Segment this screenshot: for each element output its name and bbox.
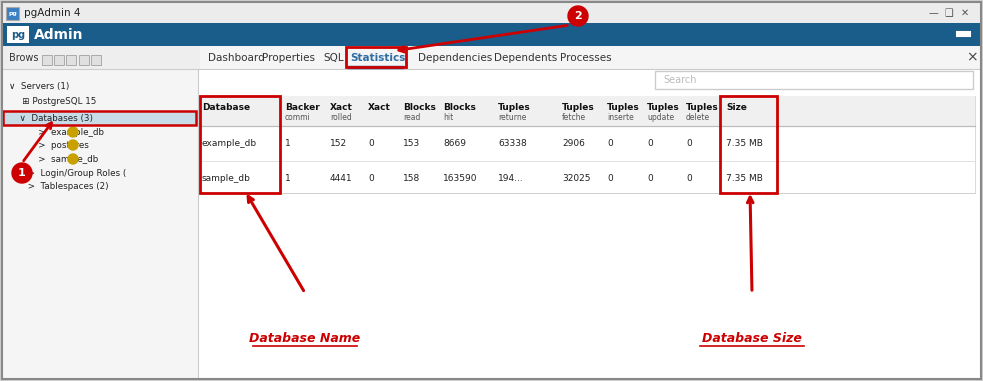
Text: Database: Database: [202, 102, 250, 112]
Text: ∨  Databases (3): ∨ Databases (3): [14, 114, 93, 123]
Text: ×: ×: [966, 51, 978, 64]
FancyBboxPatch shape: [2, 46, 981, 69]
Text: 1: 1: [285, 139, 291, 147]
Text: inserte: inserte: [607, 112, 634, 122]
FancyBboxPatch shape: [2, 46, 200, 69]
Text: Search: Search: [663, 75, 697, 85]
Text: 0: 0: [647, 173, 653, 182]
Circle shape: [68, 127, 78, 137]
Text: Brows: Brows: [9, 53, 38, 62]
FancyBboxPatch shape: [655, 71, 973, 89]
Text: 0: 0: [686, 173, 692, 182]
FancyBboxPatch shape: [2, 69, 198, 379]
Text: Dashboard: Dashboard: [208, 53, 264, 62]
Text: 0: 0: [607, 139, 612, 147]
Text: 7.35 MB: 7.35 MB: [726, 139, 763, 147]
Text: hit: hit: [443, 112, 453, 122]
Text: 158: 158: [403, 173, 421, 182]
Text: read: read: [403, 112, 421, 122]
Text: ✕: ✕: [961, 8, 969, 18]
FancyBboxPatch shape: [79, 55, 89, 65]
Text: 0: 0: [647, 139, 653, 147]
FancyBboxPatch shape: [91, 55, 101, 65]
Text: Blocks: Blocks: [443, 102, 476, 112]
Text: Statistics: Statistics: [350, 53, 405, 62]
Text: >  example_db: > example_db: [19, 128, 104, 136]
Text: Size: Size: [726, 102, 747, 112]
Text: 152: 152: [330, 139, 347, 147]
Text: delete: delete: [686, 112, 710, 122]
Text: 194...: 194...: [498, 173, 524, 182]
Text: 0: 0: [607, 173, 612, 182]
FancyBboxPatch shape: [54, 55, 64, 65]
Text: fetche: fetche: [562, 112, 586, 122]
Text: pg: pg: [8, 11, 17, 16]
Circle shape: [12, 163, 32, 183]
Text: 0: 0: [686, 139, 692, 147]
FancyBboxPatch shape: [2, 2, 981, 23]
FancyBboxPatch shape: [198, 69, 981, 379]
Text: —: —: [928, 8, 938, 18]
Text: >  postgres: > postgres: [19, 141, 88, 149]
Text: 63338: 63338: [498, 139, 527, 147]
Text: 2906: 2906: [562, 139, 585, 147]
Text: pgAdmin 4: pgAdmin 4: [24, 8, 81, 18]
Text: Dependents: Dependents: [494, 53, 557, 62]
Text: >  Login/Group Roles (: > Login/Group Roles (: [14, 168, 126, 178]
Text: Backer: Backer: [285, 102, 319, 112]
Text: Tuples: Tuples: [647, 102, 680, 112]
Text: rolled: rolled: [330, 112, 352, 122]
Text: update: update: [647, 112, 674, 122]
Text: Dependencies: Dependencies: [418, 53, 492, 62]
FancyBboxPatch shape: [200, 96, 975, 126]
Text: SQL: SQL: [323, 53, 344, 62]
Text: pg: pg: [11, 29, 25, 40]
Circle shape: [568, 6, 588, 26]
Text: >  sample_db: > sample_db: [19, 155, 98, 163]
Text: 1: 1: [285, 173, 291, 182]
Text: ∨  Servers (1): ∨ Servers (1): [9, 82, 70, 91]
FancyBboxPatch shape: [7, 26, 29, 43]
Text: 0: 0: [368, 139, 374, 147]
Text: >  Tablespaces (2): > Tablespaces (2): [14, 181, 109, 190]
Text: Tuples: Tuples: [562, 102, 595, 112]
Text: Blocks: Blocks: [403, 102, 435, 112]
Text: example_db: example_db: [202, 139, 258, 147]
Text: Processes: Processes: [560, 53, 611, 62]
Text: Admin: Admin: [34, 27, 84, 42]
Text: 8669: 8669: [443, 139, 466, 147]
Text: 2: 2: [574, 11, 582, 21]
Text: Properties: Properties: [262, 53, 315, 62]
FancyBboxPatch shape: [2, 111, 198, 125]
Text: ❑: ❑: [945, 8, 954, 18]
FancyBboxPatch shape: [2, 23, 981, 46]
Text: returne: returne: [498, 112, 526, 122]
Text: 0: 0: [368, 173, 374, 182]
Text: Database Size: Database Size: [702, 333, 802, 346]
Text: Tuples: Tuples: [607, 102, 640, 112]
Text: 1: 1: [18, 168, 26, 178]
Text: commi: commi: [285, 112, 311, 122]
Text: 32025: 32025: [562, 173, 591, 182]
Circle shape: [68, 140, 78, 150]
FancyBboxPatch shape: [200, 96, 975, 193]
Text: 153: 153: [403, 139, 421, 147]
Text: Database Name: Database Name: [250, 333, 361, 346]
Circle shape: [68, 154, 78, 164]
FancyBboxPatch shape: [66, 55, 76, 65]
Text: Xact: Xact: [330, 102, 353, 112]
FancyBboxPatch shape: [6, 7, 19, 20]
Text: Tuples: Tuples: [498, 102, 531, 112]
Text: 7.35 MB: 7.35 MB: [726, 173, 763, 182]
Text: Tuples: Tuples: [686, 102, 719, 112]
Text: 4441: 4441: [330, 173, 353, 182]
Text: ⊞ PostgreSQL 15: ⊞ PostgreSQL 15: [14, 96, 96, 106]
Text: 163590: 163590: [443, 173, 478, 182]
FancyBboxPatch shape: [42, 55, 52, 65]
Text: sample_db: sample_db: [202, 173, 251, 182]
Text: Xact: Xact: [368, 102, 391, 112]
